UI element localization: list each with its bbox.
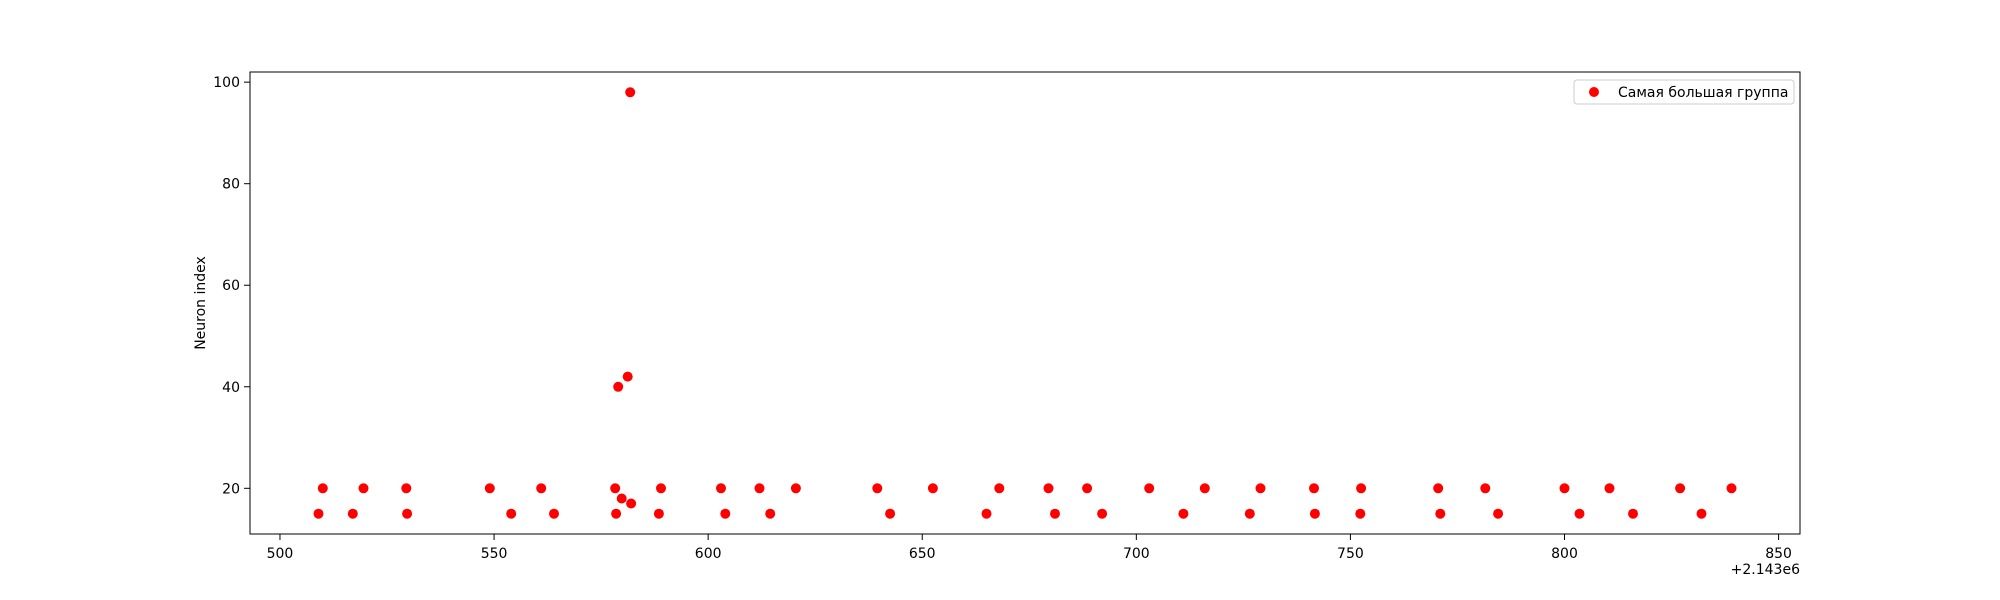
data-point-3 (358, 483, 369, 494)
data-point-38 (1309, 483, 1319, 494)
legend-entry: Самая большая группа (1618, 85, 1788, 101)
data-point-30 (1050, 508, 1060, 519)
data-point-11 (611, 508, 622, 519)
data-point-34 (1178, 508, 1189, 519)
data-point-35 (1199, 483, 1210, 494)
x-tick-label-2: 600 (695, 546, 722, 562)
data-point-39 (1309, 508, 1320, 519)
plot-frame (249, 71, 1801, 535)
data-point-48 (1604, 483, 1615, 494)
x-tick-label-0: 500 (267, 546, 294, 562)
plot-background (250, 72, 1800, 534)
y-tick-label-1: 40 (222, 380, 240, 396)
data-point-14 (622, 371, 633, 382)
data-point-42 (1433, 483, 1444, 494)
x-tick-label-3: 650 (909, 546, 936, 562)
data-point-32 (1097, 508, 1108, 519)
data-point-33 (1144, 483, 1155, 494)
data-point-17 (653, 508, 664, 519)
data-point-40 (1356, 483, 1367, 494)
data-point-15 (625, 87, 636, 98)
legend: Самая большая группа (1573, 79, 1795, 105)
data-point-21 (754, 483, 765, 494)
data-point-49 (1628, 508, 1638, 519)
data-point-44 (1480, 483, 1491, 494)
y-tick-label-4: 100 (213, 75, 240, 91)
legend-box (1573, 79, 1795, 105)
data-point-25 (885, 508, 896, 519)
data-point-52 (1726, 483, 1737, 494)
data-point-29 (1043, 483, 1054, 494)
x-tick-label-1: 550 (481, 546, 508, 562)
data-point-1 (317, 483, 328, 494)
y-tick-label-0: 20 (222, 481, 240, 497)
data-point-20 (720, 508, 731, 519)
data-point-2 (347, 508, 358, 519)
data-point-4 (401, 483, 412, 494)
points-layer (313, 87, 1737, 519)
data-point-46 (1559, 483, 1570, 494)
data-point-50 (1675, 483, 1686, 494)
x-tick-label-4: 700 (1123, 546, 1150, 562)
data-point-28 (994, 483, 1005, 494)
x-tick-label-6: 800 (1551, 546, 1578, 562)
data-point-37 (1255, 483, 1266, 494)
data-point-0 (313, 508, 324, 519)
data-point-13 (616, 493, 627, 504)
data-point-51 (1696, 508, 1707, 519)
data-point-31 (1082, 483, 1093, 494)
y-tick-label-2: 60 (222, 278, 240, 294)
data-point-8 (536, 483, 547, 494)
data-point-19 (716, 483, 726, 494)
data-point-10 (610, 483, 621, 494)
x-tick-label-5: 750 (1337, 546, 1364, 562)
legend-marker (1589, 87, 1599, 97)
x-tick-label-7: 850 (1765, 546, 1792, 562)
y-axis: 20 40 60 80 100 (213, 75, 250, 497)
data-point-43 (1435, 508, 1446, 519)
data-point-6 (484, 483, 495, 494)
data-point-27 (981, 508, 992, 519)
x-axis-offset-label: +2.143e6 (1731, 562, 1800, 578)
x-axis: 500 550 600 650 700 750 800 850 (267, 534, 1792, 562)
data-point-26 (927, 483, 938, 494)
data-point-23 (790, 483, 801, 494)
data-point-45 (1493, 508, 1504, 519)
data-point-22 (765, 508, 776, 519)
data-point-24 (872, 483, 883, 494)
data-point-7 (506, 508, 517, 519)
data-point-47 (1574, 508, 1585, 519)
data-point-12 (613, 381, 624, 392)
data-point-5 (402, 508, 413, 519)
data-point-9 (549, 508, 559, 519)
data-point-18 (656, 483, 666, 494)
data-point-36 (1244, 508, 1255, 519)
data-point-16 (626, 498, 637, 509)
data-point-41 (1355, 508, 1366, 519)
y-axis-label: Neuron index (193, 256, 209, 350)
y-tick-label-3: 80 (222, 177, 240, 193)
